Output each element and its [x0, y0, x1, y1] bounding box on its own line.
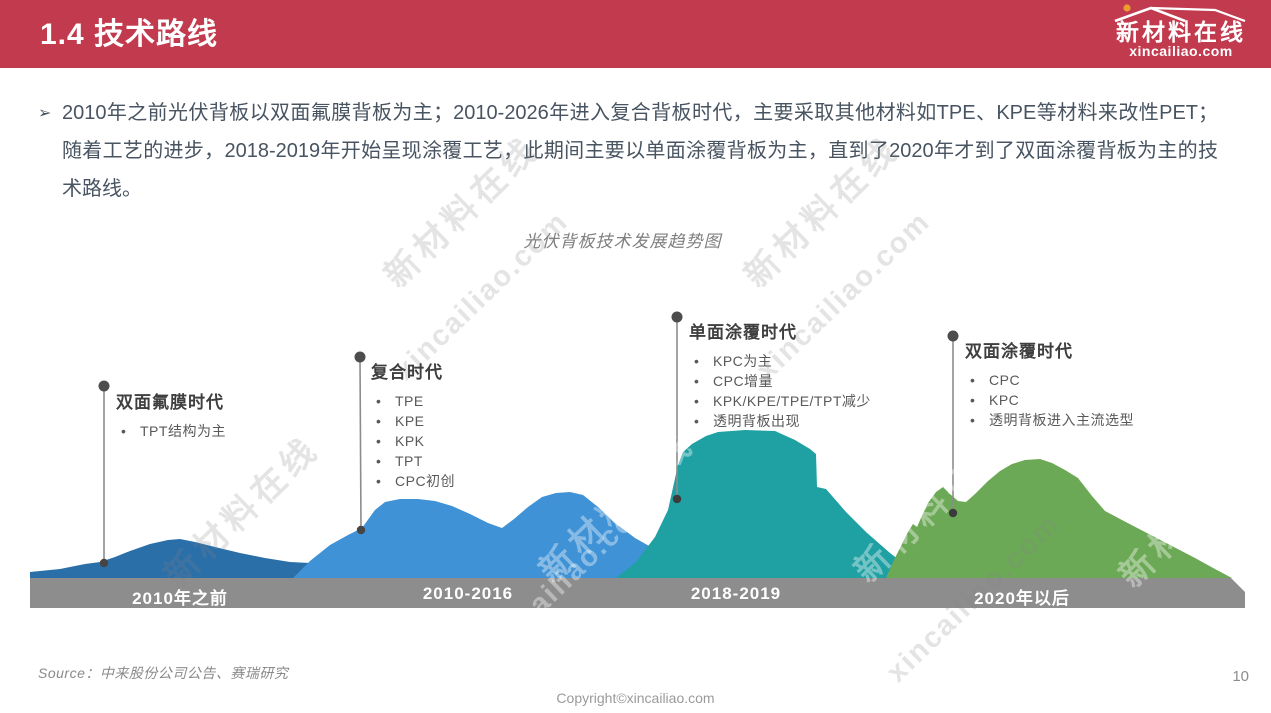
- diagram-title: 光伏背板技术发展趋势图: [523, 232, 722, 251]
- arrow-bullet-icon: ➢: [38, 105, 52, 122]
- timeline-label-era2: 2010-2016: [422, 584, 514, 603]
- era4-bullet-list: CPC KPC 透明背板进入主流选型: [965, 371, 1134, 430]
- era3-title: 单面涂覆时代: [689, 323, 797, 342]
- era2-bullet: KPE: [376, 412, 455, 431]
- era4-bullet: CPC: [970, 371, 1134, 390]
- era2-bullet: KPK: [376, 432, 455, 451]
- timeline-bar: [30, 578, 1245, 608]
- era4-bullet: KPC: [970, 391, 1134, 410]
- timeline-label-era4: 2020年以后: [974, 589, 1070, 608]
- callout-dot-top-era3: [671, 311, 683, 323]
- era3-bullet: KPC为主: [694, 352, 871, 371]
- intro-text: 2010年之前光伏背板以双面氟膜背板为主；2010-2026年进入复合背板时代，…: [62, 102, 1218, 200]
- era1-bullet: TPT结构为主: [121, 422, 226, 441]
- callout-era4: 双面涂覆时代 CPC KPC 透明背板进入主流选型: [965, 337, 1134, 431]
- callout-dot-bottom-era1: [99, 558, 109, 568]
- era2-bullet: TPT: [376, 452, 455, 471]
- intro-paragraph: ➢ 2010年之前光伏背板以双面氟膜背板为主；2010-2026年进入复合背板时…: [38, 94, 1218, 208]
- callout-dot-bottom-era3: [672, 494, 682, 504]
- era4-title: 双面涂覆时代: [965, 342, 1073, 361]
- logo-roof-icon: [1114, 4, 1246, 22]
- callout-dot-top-era1: [98, 380, 110, 392]
- logo-domain: xincailiao.com: [1129, 43, 1233, 59]
- era2-title: 复合时代: [371, 363, 443, 382]
- callout-dot-top-era4: [947, 330, 959, 342]
- era2-bullet-list: TPE KPE KPK TPT CPC初创: [371, 392, 455, 491]
- era3-bullet: 透明背板出现: [694, 412, 871, 431]
- era2-bullet: CPC初创: [376, 472, 455, 491]
- callout-dot-bottom-era4: [948, 508, 958, 518]
- callout-dot-bottom-era2: [356, 525, 366, 535]
- timeline-label-era3: 2018-2019: [690, 584, 782, 603]
- page-title: 1.4 技术路线: [40, 18, 219, 51]
- header-bar: 1.4 技术路线: [0, 0, 1271, 68]
- mountain-era4-shape: [886, 459, 1232, 578]
- logo-name: 新材料在线: [1116, 19, 1246, 45]
- callout-era1: 双面氟膜时代 TPT结构为主: [116, 388, 226, 442]
- callout-dot-top-era2: [354, 351, 366, 363]
- callout-era3: 单面涂覆时代 KPC为主 CPC增量 KPK/KPE/TPE/TPT减少 透明背…: [689, 318, 871, 432]
- timeline-label-era1: 2010年之前: [132, 589, 228, 608]
- era3-bullet-list: KPC为主 CPC增量 KPK/KPE/TPE/TPT减少 透明背板出现: [689, 352, 871, 431]
- era1-title: 双面氟膜时代: [116, 393, 224, 412]
- callout-era2: 复合时代 TPE KPE KPK TPT CPC初创: [371, 358, 455, 492]
- source-note: Source：中来股份公司公告、赛瑞研究: [38, 665, 289, 681]
- brand-logo: 新材料在线 xincailiao.com: [1103, 3, 1259, 59]
- era3-bullet: KPK/KPE/TPE/TPT减少: [694, 392, 871, 411]
- mountain-era2-shape: [293, 492, 712, 578]
- callout-line-era2: [359, 358, 362, 531]
- mountain-era3-shape: [616, 430, 922, 578]
- era1-bullet-list: TPT结构为主: [116, 422, 226, 441]
- era3-bullet: CPC增量: [694, 372, 871, 391]
- era4-bullet: 透明背板进入主流选型: [970, 411, 1134, 430]
- copyright-note: Copyright©xincailiao.com: [556, 690, 715, 706]
- era2-bullet: TPE: [376, 392, 455, 411]
- page-number: 10: [1232, 668, 1249, 685]
